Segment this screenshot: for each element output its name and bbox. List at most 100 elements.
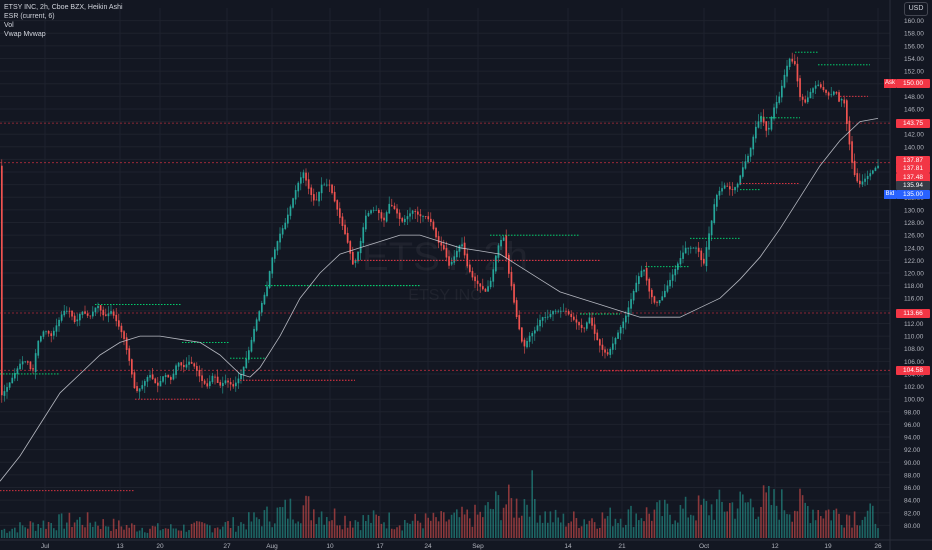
volume-bar: [692, 515, 695, 538]
candle-body: [385, 212, 388, 222]
y-tick-label: 142.00: [904, 132, 924, 139]
candle-body: [617, 332, 619, 339]
volume-bar: [63, 528, 65, 538]
currency-button[interactable]: USD: [904, 2, 928, 16]
candle-body: [224, 380, 227, 384]
volume-bar: [747, 502, 749, 538]
volume-bar: [261, 526, 263, 538]
legend-esr-indicator[interactable]: ESR (current, 6): [4, 13, 55, 20]
candle-body: [40, 336, 42, 342]
candle-body: [583, 327, 586, 329]
candle-body: [627, 307, 630, 317]
volume-bar: [45, 528, 47, 538]
volume-bar: [573, 511, 575, 538]
volume-bar: [341, 529, 344, 538]
candle-body: [362, 227, 365, 244]
x-tick-label: 24: [424, 543, 432, 550]
volume-bar: [281, 507, 284, 538]
candle-body: [830, 94, 833, 96]
candle-body: [328, 184, 331, 186]
volume-bar: [458, 517, 461, 538]
volume-bar: [635, 513, 637, 538]
candle-body: [263, 294, 266, 305]
volume-bar: [162, 528, 164, 538]
volume-bar: [430, 520, 432, 538]
candle-body: [552, 311, 554, 315]
candle-body: [609, 348, 612, 355]
candle-body: [778, 96, 781, 103]
volume-bar: [648, 513, 650, 538]
candle-body: [367, 212, 370, 217]
candle-body: [622, 321, 625, 328]
volume-bar: [830, 520, 832, 538]
candle-body: [825, 89, 827, 93]
volume-bar: [773, 489, 775, 538]
candle-body: [196, 366, 198, 371]
volume-bar: [68, 512, 71, 538]
candle-body: [497, 245, 500, 258]
volume-bar: [645, 507, 648, 538]
candle-body: [349, 241, 352, 254]
candle-body: [666, 285, 669, 292]
volume-bar: [60, 513, 63, 538]
volume-bar: [484, 505, 487, 538]
volume-bar: [734, 518, 736, 538]
volume-bar: [222, 526, 224, 538]
volume-bar: [190, 523, 193, 538]
candle-body: [180, 362, 183, 366]
volume-bar: [396, 527, 398, 538]
candle-body: [331, 184, 333, 194]
candle-body: [817, 84, 820, 86]
legend-symbol-line[interactable]: ETSY INC, 2h, Cboe BZX, Heikin Ashi: [4, 4, 123, 11]
volume-bar: [97, 525, 99, 538]
candle-body: [66, 310, 68, 312]
volume-bar: [471, 526, 474, 538]
candle-body: [770, 116, 773, 130]
candle-body: [713, 204, 716, 223]
volume-bar: [718, 489, 721, 538]
candle-body: [695, 247, 697, 249]
candle-body: [393, 205, 396, 209]
volume-bar: [617, 523, 619, 538]
volume-bar: [768, 485, 770, 538]
volume-bar: [570, 521, 572, 538]
candle-body: [645, 267, 648, 281]
volume-bar: [250, 521, 253, 538]
candle-body: [292, 198, 294, 208]
candle-body: [136, 386, 138, 392]
y-tick-label: 158.00: [904, 31, 924, 38]
volume-bar: [66, 522, 68, 538]
y-tick-label: 106.00: [904, 359, 924, 366]
candle-body: [398, 212, 401, 219]
volume-bar: [445, 521, 448, 538]
candle-body: [123, 331, 125, 340]
candle-body: [383, 217, 385, 221]
legend-volume-indicator[interactable]: Vol: [4, 22, 14, 29]
volume-bar: [658, 500, 661, 538]
legend-vwap-indicator[interactable]: Vwap Mvwap: [4, 31, 46, 38]
candle-body: [227, 380, 229, 383]
candle-body: [614, 337, 617, 345]
candle-body: [141, 385, 144, 389]
volume-bar: [235, 531, 237, 538]
candle-body: [731, 188, 734, 190]
candle-body: [110, 311, 112, 314]
volume-bar: [820, 516, 822, 538]
candle-body: [164, 375, 167, 378]
volume-bar: [463, 514, 466, 538]
volume-bar: [859, 525, 861, 538]
candle-body: [406, 216, 409, 220]
candle-body: [721, 188, 723, 192]
volume-bar: [188, 530, 190, 538]
candle-body: [822, 86, 825, 91]
volume-bar: [817, 510, 819, 538]
watermark-symbol: ETSY, 2h: [362, 235, 528, 279]
candle-body: [380, 212, 383, 219]
candle-body: [219, 382, 222, 386]
candle-body: [216, 376, 219, 383]
volume-bar: [744, 502, 747, 538]
candle-body: [339, 208, 341, 218]
volume-bar: [224, 522, 227, 538]
